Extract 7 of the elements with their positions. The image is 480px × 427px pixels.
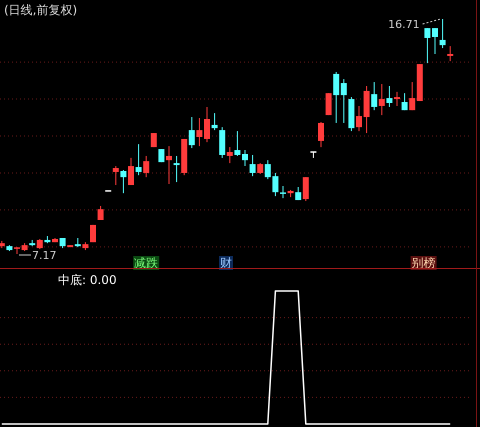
text: 减跌	[134, 256, 158, 270]
chart-title: (日线,前复权)	[4, 3, 78, 17]
annotation: 7.17	[32, 249, 56, 262]
chart-title: 中底: 0.00	[58, 273, 117, 287]
annotation: 16.71	[388, 18, 420, 31]
text: 别榜	[412, 256, 436, 270]
text: 财	[220, 256, 232, 270]
